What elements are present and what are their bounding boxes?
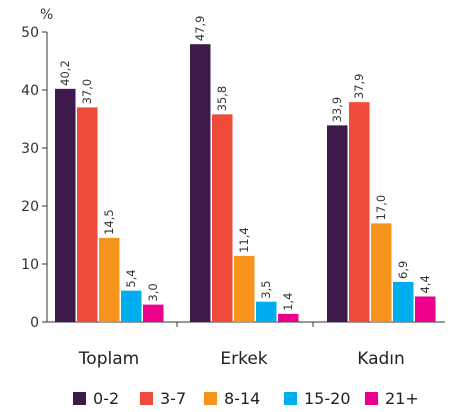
y-unit-label: % bbox=[40, 7, 53, 23]
y-tick-label: 0 bbox=[30, 315, 39, 331]
legend-swatch bbox=[204, 392, 217, 405]
bar bbox=[99, 237, 120, 322]
category-label: Erkek bbox=[220, 349, 267, 369]
data-label: 47,9 bbox=[193, 16, 207, 42]
bar bbox=[55, 88, 76, 322]
category-label: Toplam bbox=[78, 349, 139, 369]
legend-label: 15-20 bbox=[304, 389, 351, 408]
y-tick-label: 20 bbox=[21, 199, 39, 215]
legend-swatch bbox=[140, 392, 153, 405]
data-label: 1,4 bbox=[281, 293, 295, 311]
y-tick-label: 50 bbox=[21, 25, 39, 41]
data-label: 14,5 bbox=[102, 209, 116, 235]
legend-label: 8-14 bbox=[224, 389, 260, 408]
data-label: 3,0 bbox=[146, 283, 160, 301]
legend-swatch bbox=[284, 392, 297, 405]
data-label: 17,0 bbox=[374, 195, 388, 221]
data-label: 11,4 bbox=[237, 227, 251, 253]
y-tick-label: 40 bbox=[21, 83, 39, 99]
legend-label: 0-2 bbox=[93, 389, 119, 408]
data-label: 33,9 bbox=[330, 97, 344, 123]
bar bbox=[415, 296, 436, 322]
bars: 40,2 37,0 14,5 5,4 3,0 47,9 35,8 11,4 3,5 1,4 33,9… bbox=[55, 16, 436, 323]
data-label: 37,0 bbox=[80, 79, 94, 105]
bar bbox=[143, 304, 164, 322]
axes: 0 10 20 30 40 50 Toplam Erkek Kadın bbox=[21, 25, 445, 369]
data-label: 37,9 bbox=[352, 74, 366, 100]
bar bbox=[327, 125, 348, 322]
data-label: 6,9 bbox=[396, 261, 410, 279]
bar bbox=[393, 281, 414, 322]
category-label: Kadın bbox=[357, 349, 405, 369]
bar bbox=[77, 107, 98, 323]
bar bbox=[278, 313, 299, 322]
data-label: 40,2 bbox=[58, 60, 72, 86]
y-tick-label: 10 bbox=[21, 257, 39, 273]
bar bbox=[121, 290, 142, 322]
legend-label: 3-7 bbox=[160, 389, 186, 408]
bar bbox=[256, 301, 277, 322]
bar bbox=[212, 114, 233, 322]
data-label: 5,4 bbox=[124, 269, 138, 287]
bar bbox=[371, 223, 392, 322]
y-tick-label: 30 bbox=[21, 141, 39, 157]
bar bbox=[349, 102, 370, 323]
legend: 0-2 3-7 8-14 15-20 21+ bbox=[73, 389, 419, 408]
data-label: 35,8 bbox=[215, 86, 229, 112]
data-label: 4,4 bbox=[418, 275, 432, 293]
legend-label: 21+ bbox=[385, 389, 419, 408]
legend-swatch bbox=[73, 392, 86, 405]
bar bbox=[234, 255, 255, 322]
data-label: 3,5 bbox=[259, 280, 273, 298]
bar bbox=[190, 44, 211, 323]
legend-swatch bbox=[365, 392, 378, 405]
